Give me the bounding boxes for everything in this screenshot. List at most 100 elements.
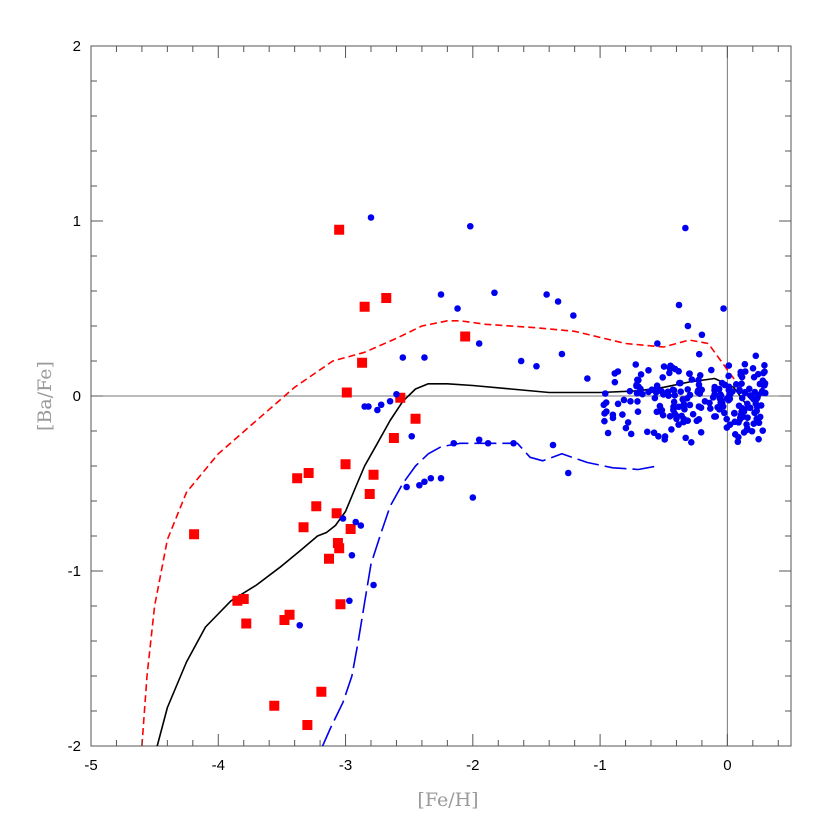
red-square-point <box>388 433 399 443</box>
blue-point <box>543 291 550 298</box>
blue-point <box>688 376 696 383</box>
blue-point <box>361 403 368 410</box>
red-square-point <box>311 501 322 512</box>
tick-marks <box>90 45 791 747</box>
blue-point <box>731 431 739 438</box>
blue-point <box>726 390 733 397</box>
blue-point <box>614 368 622 375</box>
blue-point <box>421 354 428 361</box>
blue-point <box>760 369 767 377</box>
blue-point <box>416 481 423 489</box>
blue-long-dashed-curve <box>321 442 658 746</box>
blue-point <box>684 322 692 330</box>
blue-point <box>670 386 678 394</box>
blue-point <box>427 474 435 482</box>
blue-point <box>619 411 626 418</box>
blue-point <box>655 433 662 440</box>
y-tick-label: -1 <box>68 563 81 580</box>
blue-point <box>709 394 717 401</box>
blue-point <box>684 386 692 393</box>
blue-point <box>643 428 651 436</box>
blue-point <box>737 415 744 423</box>
blue-point <box>755 435 762 443</box>
blue-point <box>377 401 385 409</box>
blue-point <box>660 363 668 370</box>
blue-point <box>754 391 762 399</box>
blue-point <box>695 381 703 389</box>
blue-point <box>696 390 703 397</box>
x-tick-label: -3 <box>339 757 352 774</box>
red-square-point <box>359 301 370 312</box>
blue-point <box>686 370 693 377</box>
blue-point <box>645 366 652 374</box>
blue-point <box>680 418 687 426</box>
blue-point <box>762 389 769 397</box>
blue-point <box>627 398 634 405</box>
blue-point <box>346 597 353 605</box>
y-tick-label: 1 <box>73 213 81 230</box>
red-square-point <box>345 524 356 534</box>
red-square-point <box>331 508 342 519</box>
blue-point <box>603 408 610 415</box>
blue-point <box>403 483 410 491</box>
blue-point <box>671 391 679 399</box>
blue-point <box>374 406 381 414</box>
blue-point <box>399 354 407 361</box>
red-square-point <box>324 553 334 564</box>
blue-point <box>604 429 612 437</box>
blue-point <box>687 439 695 446</box>
blue-point <box>676 379 683 387</box>
blue-point <box>726 421 734 428</box>
blue-point <box>670 403 677 410</box>
blue-point <box>753 415 761 422</box>
blue-point <box>660 391 667 398</box>
blue-point <box>707 405 714 412</box>
blue-point <box>570 312 577 319</box>
blue-point <box>517 357 525 365</box>
blue-point <box>633 382 640 390</box>
blue-point <box>735 402 743 410</box>
blue-point <box>708 366 715 374</box>
blue-point <box>753 407 761 415</box>
red-square-point <box>284 609 295 620</box>
blue-point <box>686 391 694 399</box>
blue-point <box>296 621 304 629</box>
blue-point <box>725 362 733 369</box>
blue-point <box>651 394 659 402</box>
blue-point <box>437 474 445 482</box>
blue-point <box>554 298 562 305</box>
blue-point <box>650 429 658 437</box>
blue-point <box>627 430 635 438</box>
blue-point <box>682 224 689 232</box>
red-square-point <box>269 700 280 711</box>
red-dashed-curve <box>141 320 748 746</box>
red-square-point <box>381 293 392 303</box>
blue-point <box>723 415 730 423</box>
blue-point <box>698 331 706 339</box>
red-square-point <box>279 615 290 625</box>
blue-point <box>737 371 745 379</box>
blue-point <box>721 381 729 389</box>
blue-point <box>635 376 642 384</box>
blue-point <box>680 404 688 412</box>
blue-point <box>738 394 746 402</box>
blue-point <box>357 522 365 529</box>
red-square-point <box>238 594 249 604</box>
red-square-point <box>332 538 343 548</box>
blue-point <box>677 388 685 395</box>
blue-point <box>645 388 652 396</box>
red-square-point <box>410 413 421 424</box>
blue-point <box>600 401 608 409</box>
blue-point <box>626 387 634 395</box>
blue-point <box>720 305 727 312</box>
blue-point <box>661 433 669 440</box>
blue-point <box>659 374 667 381</box>
blue-point <box>726 395 734 403</box>
blue-point <box>510 439 517 447</box>
blue-point <box>675 421 682 428</box>
blue-point <box>752 400 760 408</box>
blue-point <box>611 378 619 386</box>
red-square-point <box>298 522 309 533</box>
blue-point <box>609 414 617 422</box>
